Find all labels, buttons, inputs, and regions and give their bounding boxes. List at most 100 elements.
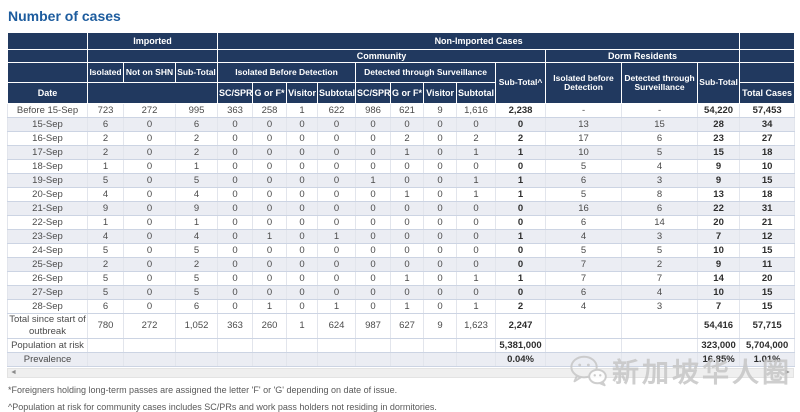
cell: 0 [355,215,392,230]
cell: 0 [423,243,458,258]
cell: 4 [621,159,699,174]
cell: 5 [621,243,699,258]
cell: 57,715 [739,313,796,339]
cell: 4 [174,187,219,202]
cell: 0 [423,145,458,160]
cell: 2,247 [495,313,547,339]
header-isolated-before-detection: Isolated Before Detection [217,62,357,83]
cell: 0 [252,201,288,216]
cell: 2 [495,299,547,314]
cell: 0 [217,299,254,314]
cell: 6 [174,299,219,314]
cell: 0 [317,243,357,258]
cell [390,352,425,367]
cell: 18 [739,187,796,202]
header-blank [7,62,88,83]
cell: 1 [252,229,288,244]
cell: 8 [621,187,699,202]
cell: 272 [123,313,176,339]
scroll-left-icon[interactable]: ◄ [10,369,17,376]
cell: 0 [456,159,497,174]
cell: 1 [355,173,392,188]
cell: 0 [355,159,392,174]
cell: 4 [87,187,124,202]
cell: 0 [123,173,176,188]
table-row: 22-Sep 1 0 1 0 0 0 0 0 0 0 0 0 6 14 20 21 [7,215,796,230]
header-visitor: Visitor [423,82,458,104]
cell: - [621,103,699,118]
cell: 1 [252,299,288,314]
table-row: Total since start of outbreak 780 272 1,052… [7,313,796,339]
header-date: Date [7,82,88,104]
horizontal-scrollbar[interactable]: ◄ ► [7,368,794,378]
cell: 0 [495,201,547,216]
cell: 3 [621,299,699,314]
cell: 0 [252,159,288,174]
table-row: 25-Sep 2 0 2 0 0 0 0 0 0 0 0 0 7 2 9 11 [7,257,796,272]
table-row: Population at risk 5,381,000 323,000 5,704,… [7,338,796,353]
row-label: 20-Sep [7,187,88,202]
cases-table: Imported Non-Imported Cases Community Do… [7,32,796,367]
cell: 10 [697,243,741,258]
cell: 6 [545,215,623,230]
cell: 5 [545,243,623,258]
cell [456,338,497,353]
cell: 0 [390,173,425,188]
cell: 7 [545,271,623,286]
cell: 0 [252,173,288,188]
cell: 0 [217,257,254,272]
cell: 0 [217,187,254,202]
header-subtotal: Subtotal [317,82,357,104]
cell [545,338,623,353]
cell: 627 [390,313,425,339]
cell: 2 [495,131,547,146]
cell: 0 [217,215,254,230]
cell: 7 [621,271,699,286]
cell: 14 [697,271,741,286]
cell: 0 [217,131,254,146]
header-community: Community [217,49,547,63]
cell: 0.04% [495,352,547,367]
cell: 2 [174,145,219,160]
cell: 0 [456,215,497,230]
cell: 1 [174,159,219,174]
cell: 0 [252,131,288,146]
cell: 1 [456,173,497,188]
cell: 0 [252,215,288,230]
row-label: 25-Sep [7,257,88,272]
cell: 0 [355,271,392,286]
cell: 10 [697,285,741,300]
cell: 0 [217,229,254,244]
cell: 1 [317,299,357,314]
cell: 4 [87,229,124,244]
row-label: Population at risk [7,338,88,353]
cell: 14 [621,215,699,230]
cell: 0 [390,117,425,132]
header-blank [86,82,219,104]
cell [123,338,176,353]
cell: 0 [317,145,357,160]
cell [87,338,124,353]
cell: 5 [545,159,623,174]
table-row: 21-Sep 9 0 9 0 0 0 0 0 0 0 0 0 16 6 22 31 [7,201,796,216]
row-label: Prevalence [7,352,88,367]
cell: 0 [123,117,176,132]
cell: 0 [355,285,392,300]
cell [286,352,319,367]
table-row: 18-Sep 1 0 1 0 0 0 0 0 0 0 0 0 5 4 9 10 [7,159,796,174]
cell: 0 [355,229,392,244]
row-label: 15-Sep [7,117,88,132]
cell: 0 [286,117,319,132]
cell [87,352,124,367]
cell: 15 [621,117,699,132]
cell: 0 [390,229,425,244]
cell: 2 [174,257,219,272]
cell: 9 [697,173,741,188]
footnote-passes: *Foreigners holding long-term passes are… [8,385,398,395]
cell: 6 [174,117,219,132]
cell: 0 [317,201,357,216]
cell: 0 [355,187,392,202]
scroll-right-icon[interactable]: ► [784,369,791,376]
row-label: 27-Sep [7,285,88,300]
cell: 0 [355,299,392,314]
